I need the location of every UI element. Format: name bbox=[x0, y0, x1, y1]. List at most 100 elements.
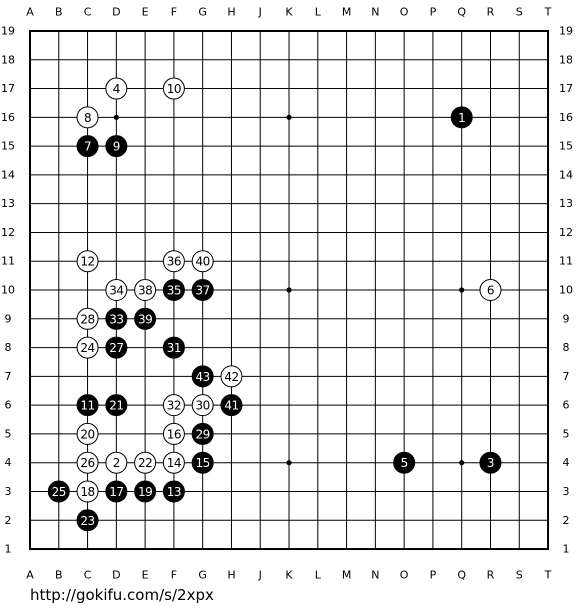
row-label: 9 bbox=[563, 312, 570, 325]
column-label: T bbox=[544, 569, 552, 582]
black-stone bbox=[76, 394, 99, 417]
move-number: 17 bbox=[109, 485, 123, 499]
column-label: D bbox=[112, 6, 120, 19]
row-label: 2 bbox=[563, 514, 570, 527]
row-label: 11 bbox=[1, 255, 15, 268]
move-number: 32 bbox=[167, 399, 181, 413]
black-stone bbox=[105, 394, 128, 417]
column-label: L bbox=[315, 569, 322, 582]
white-stone bbox=[134, 279, 157, 302]
column-label: C bbox=[84, 6, 92, 19]
black-stone bbox=[393, 451, 416, 474]
row-label: 17 bbox=[559, 82, 573, 95]
row-label: 5 bbox=[5, 427, 12, 440]
column-label: R bbox=[487, 6, 495, 19]
column-label: J bbox=[258, 6, 262, 19]
column-label: A bbox=[26, 6, 34, 19]
black-stone bbox=[162, 279, 185, 302]
row-label: 12 bbox=[559, 226, 573, 239]
row-label: 5 bbox=[563, 427, 570, 440]
star-point bbox=[286, 287, 292, 293]
column-label: S bbox=[516, 6, 523, 19]
white-stone bbox=[162, 250, 185, 273]
star-point bbox=[459, 460, 465, 466]
move-number: 6 bbox=[487, 284, 494, 298]
row-label: 4 bbox=[563, 456, 570, 469]
move-number: 24 bbox=[80, 341, 94, 355]
column-label: G bbox=[198, 569, 207, 582]
move-number: 31 bbox=[167, 341, 181, 355]
column-label: N bbox=[371, 6, 379, 19]
black-stone bbox=[105, 135, 128, 158]
move-number: 23 bbox=[80, 514, 94, 528]
column-label: L bbox=[315, 6, 322, 19]
row-label: 9 bbox=[5, 312, 12, 325]
white-stone bbox=[191, 250, 214, 273]
black-stone bbox=[105, 336, 128, 359]
star-point bbox=[286, 460, 292, 466]
row-label: 1 bbox=[5, 543, 12, 556]
move-number: 16 bbox=[167, 427, 181, 441]
white-stone bbox=[191, 394, 214, 417]
column-label: Q bbox=[457, 569, 466, 582]
row-label: 12 bbox=[1, 226, 15, 239]
row-label: 10 bbox=[559, 284, 573, 297]
white-stone bbox=[105, 77, 128, 100]
star-point bbox=[286, 114, 292, 120]
move-number: 18 bbox=[80, 485, 94, 499]
column-label: F bbox=[171, 6, 177, 19]
black-stone bbox=[47, 480, 70, 503]
row-label: 15 bbox=[1, 140, 15, 153]
row-label: 19 bbox=[559, 25, 573, 38]
move-number: 10 bbox=[167, 82, 181, 96]
column-label: A bbox=[26, 569, 34, 582]
white-stone bbox=[105, 279, 128, 302]
white-stone bbox=[105, 451, 128, 474]
move-number: 11 bbox=[80, 399, 94, 413]
column-label: O bbox=[400, 6, 409, 19]
move-number: 14 bbox=[167, 456, 181, 470]
move-number: 37 bbox=[196, 284, 210, 298]
move-number: 13 bbox=[167, 485, 181, 499]
column-label: B bbox=[55, 569, 63, 582]
column-label: K bbox=[285, 569, 293, 582]
row-label: 14 bbox=[559, 168, 573, 181]
column-label: P bbox=[430, 569, 437, 582]
row-label: 15 bbox=[559, 140, 573, 153]
black-stone bbox=[191, 279, 214, 302]
move-number: 38 bbox=[138, 284, 152, 298]
move-number: 28 bbox=[80, 312, 94, 326]
row-label: 16 bbox=[559, 111, 573, 124]
white-stone bbox=[76, 336, 99, 359]
column-label: M bbox=[342, 569, 352, 582]
source-url: http://gokifu.com/s/2xpx bbox=[30, 586, 214, 604]
row-label: 2 bbox=[5, 514, 12, 527]
column-label: N bbox=[371, 569, 379, 582]
move-number: 9 bbox=[113, 140, 120, 154]
row-label: 7 bbox=[563, 370, 570, 383]
white-stone bbox=[76, 106, 99, 129]
black-stone bbox=[134, 307, 157, 330]
board-border bbox=[29, 30, 550, 551]
column-label: D bbox=[112, 569, 120, 582]
move-number: 30 bbox=[196, 399, 210, 413]
row-label: 8 bbox=[563, 341, 570, 354]
row-label: 16 bbox=[1, 111, 15, 124]
move-number: 1 bbox=[458, 111, 465, 125]
column-label: G bbox=[198, 6, 207, 19]
row-label: 3 bbox=[5, 485, 12, 498]
move-number: 12 bbox=[80, 255, 94, 269]
white-stone bbox=[76, 307, 99, 330]
column-label: Q bbox=[457, 6, 466, 19]
move-number: 26 bbox=[80, 456, 94, 470]
row-label: 7 bbox=[5, 370, 12, 383]
move-number: 41 bbox=[224, 399, 238, 413]
move-number: 15 bbox=[196, 456, 210, 470]
black-stone bbox=[220, 394, 243, 417]
row-label: 13 bbox=[1, 197, 15, 210]
black-stone bbox=[134, 480, 157, 503]
move-number: 7 bbox=[84, 140, 91, 154]
black-stone bbox=[191, 365, 214, 388]
row-label: 6 bbox=[563, 399, 570, 412]
move-number: 27 bbox=[109, 341, 123, 355]
